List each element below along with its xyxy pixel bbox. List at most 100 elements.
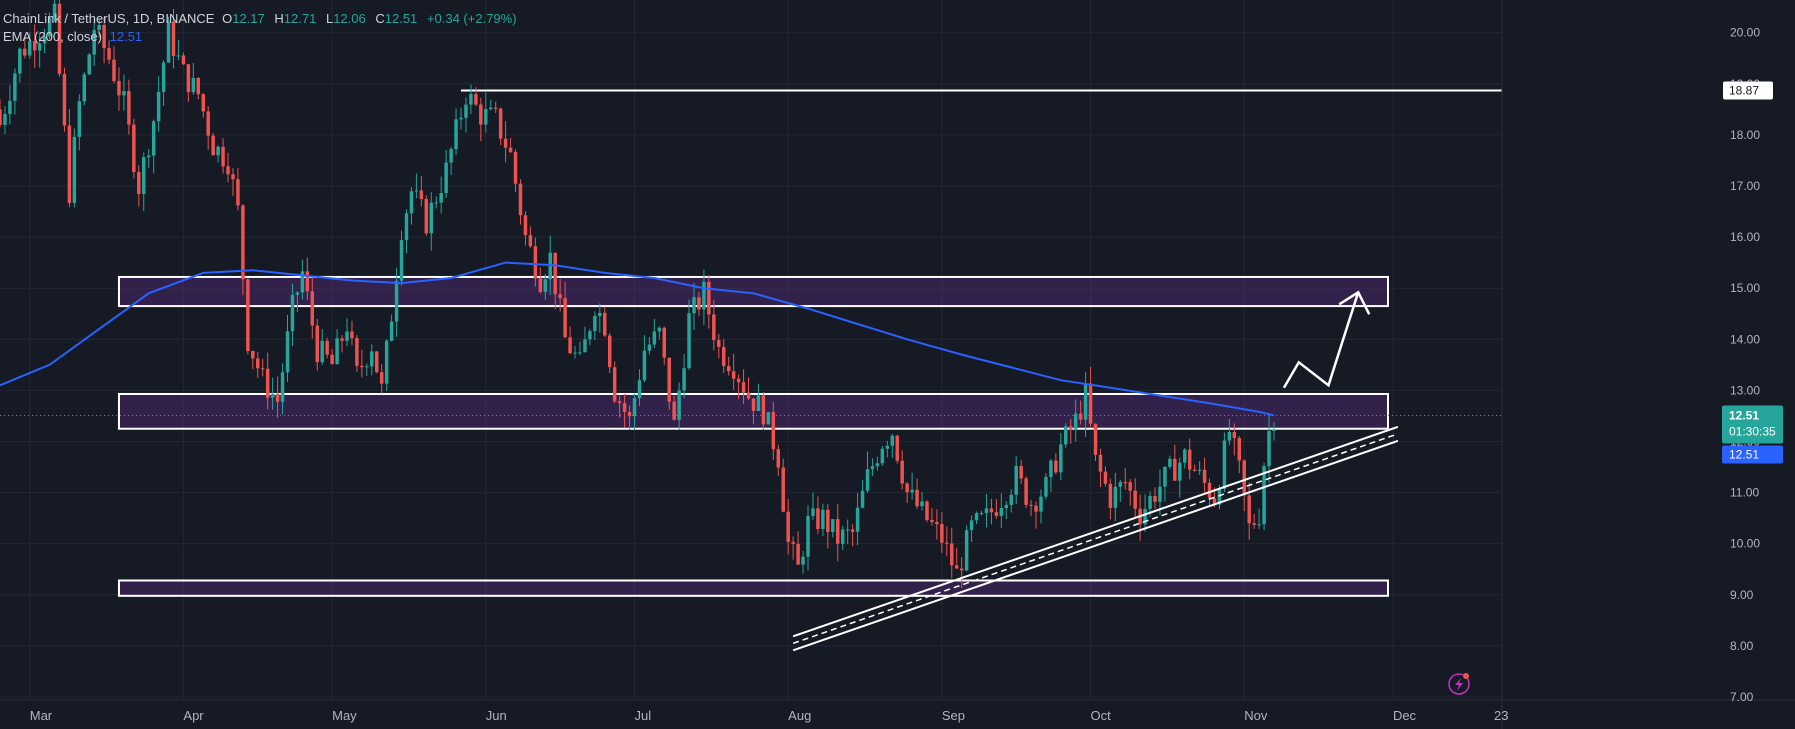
candle-body	[940, 524, 944, 543]
y-tick-label: 17.00	[1730, 179, 1760, 193]
candle	[305, 257, 310, 301]
ema-label[interactable]: EMA (200, close)	[3, 29, 102, 44]
candle	[508, 138, 513, 154]
candle	[603, 306, 607, 337]
candle	[855, 492, 860, 546]
candle-body	[280, 372, 285, 402]
candle	[662, 326, 666, 365]
candle	[905, 482, 909, 504]
candle	[920, 492, 924, 511]
candle	[1009, 489, 1013, 513]
candle	[285, 314, 290, 383]
candle-body	[578, 352, 582, 354]
candle-body	[573, 352, 577, 354]
candle-body	[816, 508, 820, 529]
candle	[707, 275, 711, 329]
candle-body	[548, 252, 552, 280]
candle	[642, 335, 647, 383]
y-tick-label: 13.00	[1730, 383, 1760, 397]
candle-body	[424, 199, 429, 234]
candle-body	[82, 74, 87, 102]
candle-body	[102, 25, 106, 49]
y-tick-label: 15.00	[1730, 281, 1760, 295]
candle	[865, 451, 870, 493]
y-tick-label: 18.00	[1730, 128, 1760, 142]
candle	[399, 230, 404, 286]
candle-body	[885, 445, 890, 449]
candle-body	[28, 41, 32, 56]
candle-body	[880, 448, 885, 464]
candle	[484, 92, 488, 133]
candle	[454, 108, 458, 156]
candle	[1068, 418, 1073, 444]
candle	[682, 354, 686, 399]
candle-body	[414, 190, 419, 192]
candle-body	[637, 380, 642, 399]
candle	[196, 76, 201, 100]
candle-body	[1083, 383, 1088, 420]
candle-body	[662, 327, 666, 358]
candle	[479, 97, 483, 142]
resistance-zone-1	[117, 275, 1389, 308]
candle-body	[771, 412, 776, 450]
candle	[0, 99, 2, 128]
candle	[1222, 432, 1227, 493]
candle-body	[107, 48, 111, 60]
high-value: 12.71	[283, 11, 317, 26]
candle-body	[850, 529, 855, 532]
candle	[176, 39, 181, 61]
candle-body	[508, 147, 513, 153]
candle	[424, 195, 429, 236]
x-tick-label: Jun	[486, 708, 507, 723]
candle-body	[801, 556, 805, 565]
candle	[617, 395, 622, 418]
candle-body	[806, 515, 810, 557]
chart-legend: ChainLink / TetherUS, 1D, BINANCE O12.17…	[3, 10, 517, 46]
candle	[598, 303, 602, 333]
candle	[974, 511, 979, 525]
symbol-title[interactable]: ChainLink / TetherUS, 1D, BINANCE	[3, 11, 215, 26]
candle-body	[265, 368, 270, 398]
candle	[345, 318, 349, 347]
candle	[1073, 399, 1078, 442]
candle	[518, 179, 523, 225]
candle-body	[37, 43, 42, 51]
candle	[667, 357, 671, 410]
resistance-zone-3	[117, 579, 1389, 597]
candle-body	[1262, 466, 1266, 525]
candle	[959, 557, 964, 588]
candle	[32, 24, 37, 68]
candle	[132, 118, 136, 179]
candle	[166, 16, 171, 63]
candle	[265, 352, 270, 410]
candle	[573, 346, 577, 359]
candle	[1227, 418, 1232, 446]
candle	[3, 106, 7, 135]
candle-body	[731, 371, 736, 379]
projection-arrow	[1282, 291, 1360, 389]
candle-body	[994, 512, 999, 516]
candle	[543, 273, 548, 300]
candle-body	[360, 365, 364, 368]
candle	[761, 392, 766, 430]
candle-body	[1197, 469, 1202, 471]
candle-body	[270, 393, 275, 398]
candle	[236, 167, 240, 211]
candle-body	[464, 104, 468, 118]
candle	[930, 508, 934, 526]
candle-body	[1168, 458, 1172, 467]
candle-body	[429, 202, 434, 234]
candle-body	[186, 64, 191, 93]
candle	[57, 0, 62, 77]
candle	[1202, 457, 1207, 493]
candle-body	[667, 357, 671, 402]
candle-body	[1073, 413, 1078, 430]
candle	[717, 333, 721, 359]
candle-body	[746, 392, 751, 399]
candle-body	[1247, 495, 1251, 524]
candle	[1153, 487, 1157, 510]
candle	[1257, 508, 1261, 529]
x-tick-label: Apr	[183, 708, 204, 723]
